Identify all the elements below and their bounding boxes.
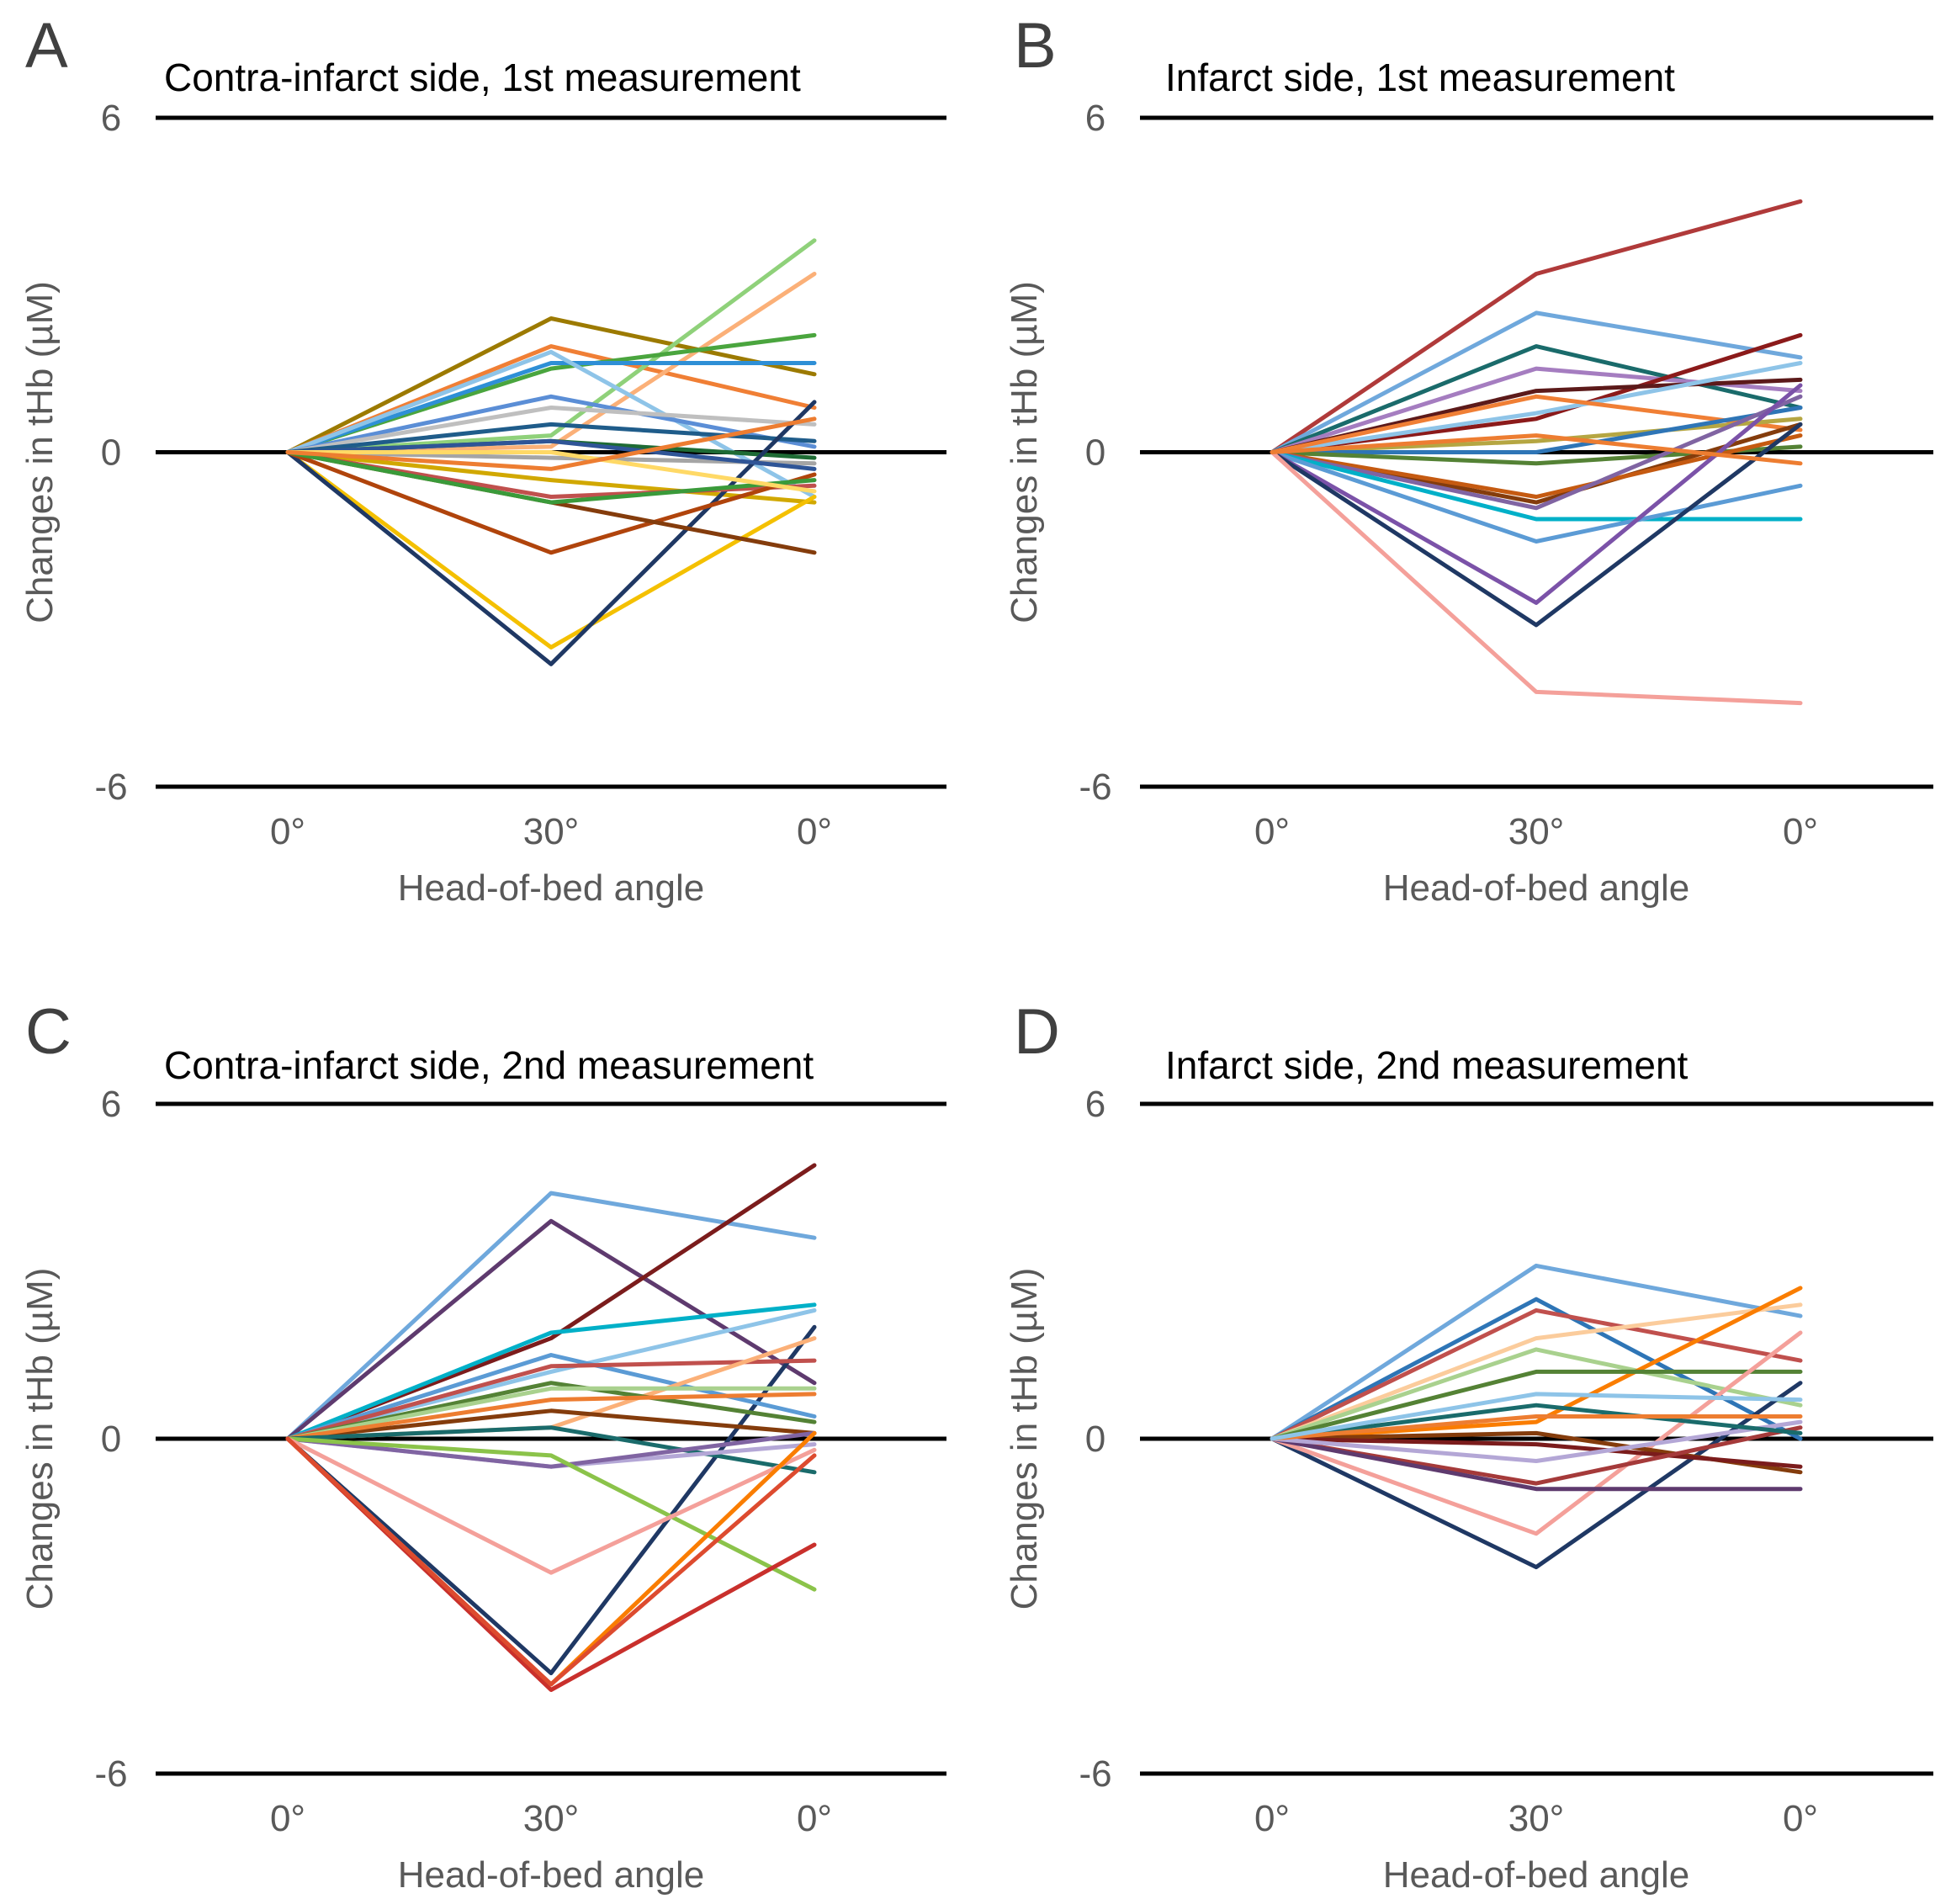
series-line-a-13 — [285, 450, 817, 650]
series-line-a-19 — [285, 438, 817, 471]
series-line-b-19 — [1270, 433, 1803, 466]
x-tick-label-b-0: 0° — [1254, 811, 1290, 852]
series-line-c-20 — [285, 1436, 817, 1687]
series-line-b-9 — [1270, 406, 1803, 454]
series-line-c-19 — [285, 1430, 817, 1687]
panel-letter-b: B — [1014, 10, 1057, 82]
panel-title-b: Infarct side, 1st measurement — [1165, 56, 1675, 99]
panel-a: A Contra-infarct side, 1st measurement 6… — [19, 10, 946, 909]
x-tick-label-a-1: 30° — [523, 811, 580, 852]
series-line-d-0 — [1270, 1263, 1803, 1441]
x-tick-label-c-1: 30° — [523, 1798, 580, 1839]
y-tick-label-d-0: 6 — [1085, 1084, 1105, 1125]
series-line-c-15 — [285, 1430, 817, 1469]
series-line-b-12 — [1270, 433, 1803, 499]
series-line-c-13 — [285, 1425, 817, 1475]
y-axis-label-a: Changes in tHb (µM) — [19, 281, 61, 623]
x-tick-label-d-2: 0° — [1783, 1798, 1818, 1839]
series-line-a-6 — [285, 349, 817, 499]
series-line-d-13 — [1270, 1419, 1803, 1463]
y-tick-label-b-2: -6 — [1079, 766, 1111, 808]
x-tick-label-a-0: 0° — [270, 811, 305, 852]
y-tick-label-d-2: -6 — [1079, 1753, 1111, 1795]
series-line-d-16 — [1270, 1392, 1803, 1441]
y-tick-label-a-0: 6 — [101, 98, 121, 139]
series-line-c-5 — [285, 1324, 817, 1676]
panel-c: C Contra-infarct side, 2nd measurement 6… — [19, 996, 946, 1896]
panel-b: B Infarct side, 1st measurement 6 0 -6 0° 30… — [1004, 10, 1933, 909]
y-tick-label-b-1: 0 — [1085, 432, 1105, 474]
series-line-d-1 — [1270, 1297, 1803, 1441]
y-tick-label-a-2: -6 — [94, 766, 127, 808]
series-line-a-8 — [285, 406, 817, 454]
panel-title-a: Contra-infarct side, 1st measurement — [164, 56, 801, 99]
series-line-b-7 — [1270, 394, 1803, 454]
y-tick-label-c-1: 0 — [101, 1419, 121, 1460]
series-line-c-0 — [285, 1191, 817, 1441]
series-line-a-0 — [285, 316, 817, 454]
series-line-b-17 — [1270, 422, 1803, 628]
panel-title-c: Contra-infarct side, 2nd measurement — [164, 1043, 814, 1087]
x-tick-label-d-1: 30° — [1508, 1798, 1565, 1839]
y-axis-label-d: Changes in tHb (µM) — [1004, 1268, 1045, 1610]
y-axis-label-c: Changes in tHb (µM) — [19, 1268, 61, 1610]
series-line-b-6 — [1270, 361, 1803, 454]
series-line-b-18 — [1270, 450, 1803, 706]
series-line-a-18 — [285, 450, 817, 505]
x-axis-label-b: Head-of-bed angle — [1383, 867, 1689, 909]
x-axis-label-a: Head-of-bed angle — [398, 867, 704, 909]
series-line-a-7 — [285, 394, 817, 454]
series-line-c-16 — [285, 1436, 817, 1592]
x-tick-label-a-2: 0° — [797, 811, 832, 852]
series-line-b-15 — [1270, 450, 1803, 544]
y-tick-label-b-0: 6 — [1085, 98, 1105, 139]
series-line-c-11 — [285, 1408, 817, 1441]
x-tick-label-c-2: 0° — [797, 1798, 832, 1839]
series-line-c-17 — [285, 1436, 817, 1575]
series-line-d-12 — [1270, 1436, 1803, 1492]
series-line-b-0 — [1270, 199, 1803, 454]
panel-letter-c: C — [25, 996, 72, 1068]
series-line-d-15 — [1270, 1414, 1803, 1441]
series-line-b-13 — [1270, 394, 1803, 511]
series-line-a-20 — [285, 450, 817, 494]
series-line-c-7 — [285, 1358, 817, 1441]
series-line-b-2 — [1270, 344, 1803, 454]
y-tick-label-a-1: 0 — [101, 432, 121, 474]
series-line-d-3 — [1270, 1302, 1803, 1441]
series-line-a-5 — [285, 361, 817, 454]
series-line-c-18 — [285, 1436, 817, 1692]
x-tick-label-b-1: 30° — [1508, 811, 1565, 852]
series-line-b-14 — [1270, 450, 1803, 522]
series-line-a-11 — [285, 450, 817, 505]
series-line-d-4 — [1270, 1347, 1803, 1441]
series-line-c-3 — [285, 1302, 817, 1441]
y-tick-label-d-1: 0 — [1085, 1419, 1105, 1460]
series-line-d-10 — [1270, 1436, 1803, 1469]
x-tick-label-c-0: 0° — [270, 1798, 305, 1839]
series-line-c-12 — [285, 1392, 817, 1441]
x-tick-label-d-0: 0° — [1254, 1798, 1290, 1839]
series-line-c-10 — [285, 1386, 817, 1441]
series-line-b-1 — [1270, 310, 1803, 454]
x-axis-label-c: Head-of-bed angle — [398, 1854, 704, 1896]
series-line-d-2 — [1270, 1307, 1803, 1441]
y-tick-label-c-0: 6 — [101, 1084, 121, 1125]
x-tick-label-b-2: 0° — [1783, 811, 1818, 852]
series-line-a-21 — [285, 416, 817, 471]
y-axis-label-b: Changes in tHb (µM) — [1004, 281, 1045, 623]
series-line-a-16 — [285, 450, 817, 555]
x-axis-label-d: Head-of-bed angle — [1383, 1854, 1689, 1896]
series-line-d-6 — [1270, 1369, 1803, 1441]
series-line-d-14 — [1270, 1403, 1803, 1441]
y-tick-label-c-2: -6 — [94, 1753, 127, 1795]
panel-letter-d: D — [1014, 996, 1060, 1068]
panel-title-d: Infarct side, 2nd measurement — [1165, 1043, 1689, 1087]
panel-d: D Infarct side, 2nd measurement 6 0 -6 0° 30… — [1004, 996, 1933, 1896]
panel-letter-a: A — [25, 10, 68, 82]
series-line-b-16 — [1270, 383, 1803, 605]
